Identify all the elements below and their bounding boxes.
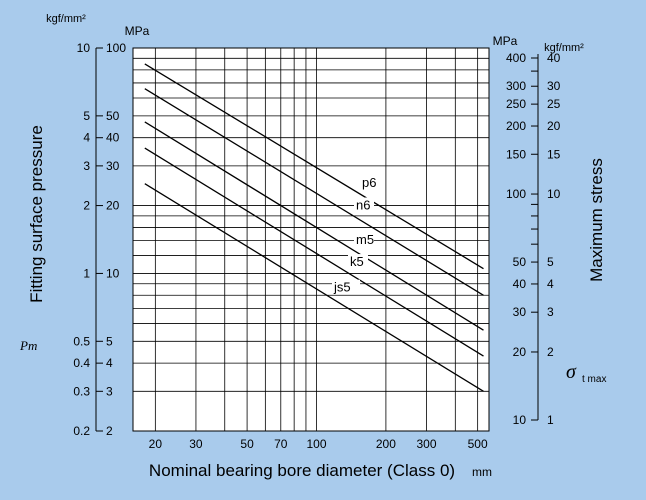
left-tick-label-kgf: 2 (83, 199, 90, 213)
axes-layer: 20 30 50 70 100 200 300 500 2 0.2 3 0.3 4 0.4 5 0.5 10 1 2… (73, 41, 560, 451)
right-tick-label-mpa: 50 (513, 255, 527, 269)
series-label-js5: js5 (333, 280, 351, 295)
series-line-m5 (144, 121, 484, 331)
series-line-k5 (144, 147, 484, 357)
right-tick-label-mpa: 10 (513, 413, 527, 427)
left-tick-label-kgf: 0.5 (73, 334, 90, 348)
series-label-n6: n6 (356, 198, 370, 213)
right-tick-label-kgf: 5 (547, 255, 554, 269)
series-label-bg (360, 175, 380, 190)
left-tick-label-mpa: 100 (106, 41, 126, 55)
right-unit-kgf: kgf/mm² (544, 42, 584, 54)
right-tick-label-kgf: 30 (547, 79, 561, 93)
right-tick-label-kgf: 15 (547, 147, 561, 161)
series-line-n6 (144, 88, 484, 296)
right-tick-label-mpa: 250 (506, 97, 526, 111)
left-tick-label-kgf: 10 (77, 41, 91, 55)
left-tick-label-mpa: 10 (106, 266, 120, 280)
x-tick-label: 100 (306, 437, 326, 451)
y-right-axis-title: Maximum stress (587, 158, 606, 282)
left-tick-label-mpa: 4 (106, 356, 113, 370)
series-layer: p6 n6 m5 k5 js5 (144, 63, 484, 392)
y-right-axis-symbol-subscript: t max (582, 374, 606, 385)
x-axis-title: Nominal bearing bore diameter (Class 0) (149, 461, 455, 480)
x-tick-label: 500 (468, 437, 488, 451)
right-tick-label-kgf: 2 (547, 345, 554, 359)
right-tick-label-mpa: 100 (506, 187, 526, 201)
left-tick-label-kgf: 0.2 (73, 424, 90, 438)
y-left-axis-title: Fitting surface pressure (27, 125, 46, 303)
right-tick-label-kgf: 4 (547, 277, 554, 291)
left-tick-label-kgf: 1 (83, 266, 90, 280)
right-tick-label-kgf: 10 (547, 187, 561, 201)
x-tick-label: 50 (240, 437, 254, 451)
right-tick-label-kgf: 3 (547, 305, 554, 319)
right-tick-label-kgf: 25 (547, 97, 561, 111)
left-tick-label-mpa: 3 (106, 384, 113, 398)
right-tick-label-mpa: 40 (513, 277, 527, 291)
left-tick-label-mpa: 20 (106, 199, 120, 213)
left-tick-label-mpa: 30 (106, 159, 120, 173)
left-tick-label-kgf: 5 (83, 109, 90, 123)
left-tick-label-mpa: 5 (106, 334, 113, 348)
right-tick-label-mpa: 20 (513, 345, 527, 359)
right-tick-label-mpa: 400 (506, 51, 526, 65)
x-tick-label: 200 (376, 437, 396, 451)
plot-area (133, 48, 489, 431)
series-label-m5: m5 (356, 232, 374, 247)
x-tick-label: 30 (189, 437, 203, 451)
left-unit-mpa: MPa (125, 24, 150, 38)
y-right-axis-symbol: σ (566, 361, 577, 383)
left-tick-label-mpa: 40 (106, 131, 120, 145)
series-label-k5: k5 (350, 254, 364, 269)
series-label-bg (354, 231, 374, 246)
left-unit-kgf: kgf/mm² (46, 13, 86, 25)
left-tick-label-mpa: 50 (106, 109, 120, 123)
x-tick-label: 20 (149, 437, 163, 451)
right-tick-label-kgf: 20 (547, 119, 561, 133)
left-tick-label-kgf: 0.4 (73, 356, 90, 370)
series-label-bg (348, 254, 368, 269)
series-label-bg (354, 197, 374, 212)
right-tick-label-mpa: 30 (513, 305, 527, 319)
plot-frame (132, 47, 490, 432)
left-tick-label-kgf: 3 (83, 159, 90, 173)
left-tick-label-mpa: 2 (106, 424, 113, 438)
series-line-js5 (144, 183, 484, 392)
x-axis-unit: mm (472, 465, 492, 479)
left-tick-label-kgf: 0.3 (73, 384, 90, 398)
series-label-p6: p6 (362, 175, 376, 190)
series-line-p6 (144, 63, 484, 270)
x-tick-label: 300 (416, 437, 436, 451)
right-tick-label-mpa: 200 (506, 119, 526, 133)
right-tick-label-kgf: 40 (547, 51, 561, 65)
right-unit-mpa: MPa (493, 34, 518, 48)
y-left-axis-symbol: Pm (19, 338, 37, 353)
right-tick-label-mpa: 150 (506, 147, 526, 161)
right-tick-label-kgf: 1 (547, 413, 554, 427)
left-tick-label-kgf: 4 (83, 131, 90, 145)
x-tick-label: 70 (274, 437, 288, 451)
right-tick-label-mpa: 300 (506, 79, 526, 93)
series-label-bg (332, 279, 360, 294)
